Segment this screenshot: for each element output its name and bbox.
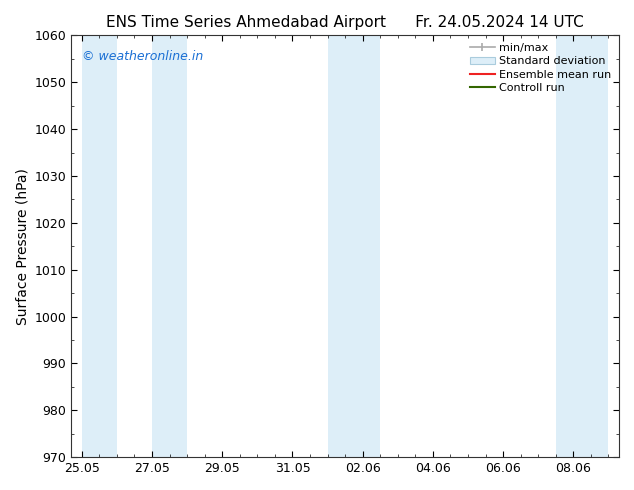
Title: ENS Time Series Ahmedabad Airport      Fr. 24.05.2024 14 UTC: ENS Time Series Ahmedabad Airport Fr. 24… xyxy=(107,15,584,30)
Bar xyxy=(82,35,117,457)
Y-axis label: Surface Pressure (hPa): Surface Pressure (hPa) xyxy=(15,168,29,325)
Bar xyxy=(556,35,609,457)
Bar xyxy=(328,35,380,457)
Text: © weatheronline.in: © weatheronline.in xyxy=(82,50,204,63)
Bar xyxy=(152,35,187,457)
Legend: min/max, Standard deviation, Ensemble mean run, Controll run: min/max, Standard deviation, Ensemble me… xyxy=(468,41,614,96)
